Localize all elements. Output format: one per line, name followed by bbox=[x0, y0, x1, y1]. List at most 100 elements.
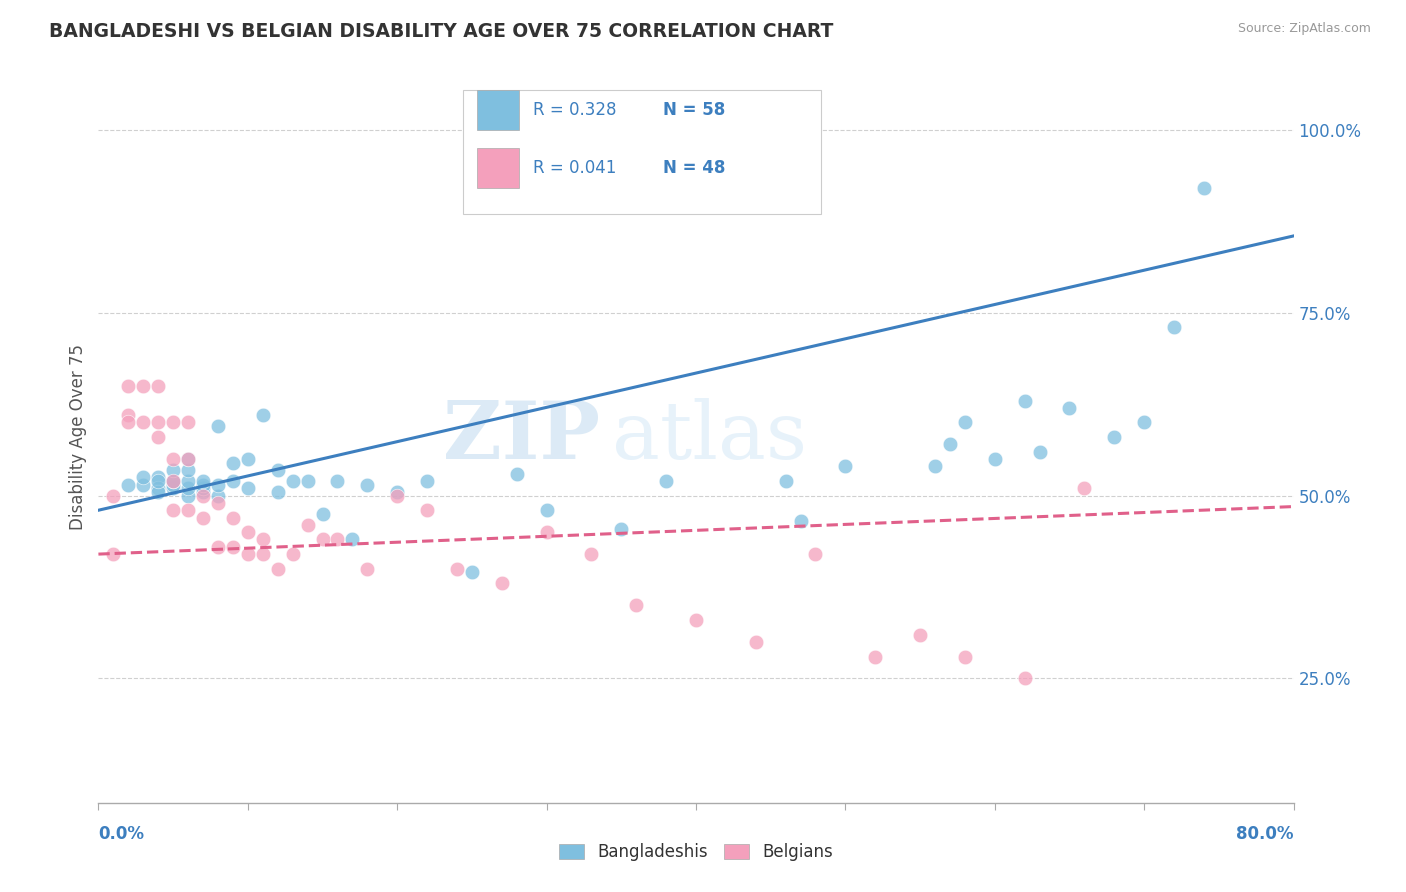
Y-axis label: Disability Age Over 75: Disability Age Over 75 bbox=[69, 344, 87, 530]
Point bbox=[148, 430, 170, 444]
Point bbox=[148, 485, 170, 500]
Point bbox=[924, 459, 946, 474]
FancyBboxPatch shape bbox=[477, 90, 519, 130]
Point bbox=[222, 540, 245, 554]
Point bbox=[162, 477, 184, 491]
Text: R = 0.041: R = 0.041 bbox=[533, 160, 617, 178]
Point bbox=[342, 533, 364, 547]
Point bbox=[191, 474, 214, 488]
Point bbox=[1014, 393, 1036, 408]
Point bbox=[236, 547, 259, 561]
Point bbox=[132, 416, 155, 430]
Point bbox=[267, 463, 290, 477]
Point bbox=[222, 474, 245, 488]
Point bbox=[132, 379, 155, 393]
Point bbox=[1059, 401, 1081, 415]
Point bbox=[177, 489, 200, 503]
Point bbox=[267, 485, 290, 500]
Point bbox=[1073, 481, 1095, 495]
Point bbox=[356, 477, 378, 491]
Point bbox=[804, 547, 827, 561]
Point bbox=[117, 477, 139, 491]
Point bbox=[461, 566, 484, 580]
Point bbox=[326, 533, 349, 547]
Text: 80.0%: 80.0% bbox=[1236, 825, 1294, 843]
Point bbox=[385, 489, 409, 503]
Point bbox=[908, 627, 931, 641]
Point bbox=[581, 547, 603, 561]
Point bbox=[148, 474, 170, 488]
Point bbox=[222, 510, 245, 524]
Point bbox=[939, 437, 962, 451]
Point bbox=[148, 470, 170, 484]
Point bbox=[252, 547, 274, 561]
Point bbox=[191, 510, 214, 524]
Point bbox=[103, 547, 125, 561]
Point bbox=[162, 416, 184, 430]
Point bbox=[252, 408, 274, 422]
Text: atlas: atlas bbox=[613, 398, 807, 476]
Point bbox=[610, 521, 633, 535]
Point bbox=[953, 416, 976, 430]
Point bbox=[385, 485, 409, 500]
Point bbox=[789, 514, 811, 528]
Point bbox=[191, 477, 214, 491]
Point bbox=[117, 408, 139, 422]
Point bbox=[191, 489, 214, 503]
Point bbox=[162, 463, 184, 477]
Point bbox=[311, 533, 333, 547]
Point bbox=[536, 503, 558, 517]
Point bbox=[281, 547, 304, 561]
Point bbox=[775, 474, 797, 488]
Text: Source: ZipAtlas.com: Source: ZipAtlas.com bbox=[1237, 22, 1371, 36]
Point bbox=[236, 525, 259, 540]
Point bbox=[311, 507, 333, 521]
Point bbox=[177, 452, 200, 467]
Point bbox=[207, 496, 229, 510]
Point bbox=[865, 649, 887, 664]
Point bbox=[281, 474, 304, 488]
Point bbox=[177, 416, 200, 430]
Point bbox=[177, 481, 200, 495]
Point bbox=[117, 379, 139, 393]
Point bbox=[132, 477, 155, 491]
Point bbox=[1163, 320, 1185, 334]
Point bbox=[207, 477, 229, 491]
Point bbox=[416, 503, 439, 517]
Point bbox=[506, 467, 529, 481]
Point bbox=[191, 481, 214, 495]
Point bbox=[162, 452, 184, 467]
Point bbox=[177, 463, 200, 477]
Point bbox=[236, 481, 259, 495]
Point bbox=[1133, 416, 1156, 430]
Point bbox=[685, 613, 707, 627]
Point bbox=[984, 452, 1007, 467]
Text: BANGLADESHI VS BELGIAN DISABILITY AGE OVER 75 CORRELATION CHART: BANGLADESHI VS BELGIAN DISABILITY AGE OV… bbox=[49, 22, 834, 41]
Point bbox=[207, 540, 229, 554]
FancyBboxPatch shape bbox=[463, 90, 821, 214]
Point bbox=[103, 489, 125, 503]
Point bbox=[626, 599, 648, 613]
Text: R = 0.328: R = 0.328 bbox=[533, 101, 617, 119]
Point bbox=[655, 474, 678, 488]
Point bbox=[162, 503, 184, 517]
Point bbox=[148, 416, 170, 430]
Point bbox=[148, 481, 170, 495]
Point bbox=[191, 485, 214, 500]
Point bbox=[207, 489, 229, 503]
Point bbox=[297, 474, 319, 488]
Point bbox=[326, 474, 349, 488]
Point bbox=[1104, 430, 1126, 444]
Point bbox=[1192, 181, 1215, 195]
Text: ZIP: ZIP bbox=[443, 398, 600, 476]
Point bbox=[132, 470, 155, 484]
Point bbox=[1028, 444, 1050, 458]
Point bbox=[162, 474, 184, 488]
FancyBboxPatch shape bbox=[477, 148, 519, 188]
Point bbox=[162, 474, 184, 488]
Point bbox=[236, 452, 259, 467]
Point bbox=[1014, 672, 1036, 686]
Point bbox=[148, 379, 170, 393]
Point bbox=[297, 517, 319, 532]
Point bbox=[162, 474, 184, 488]
